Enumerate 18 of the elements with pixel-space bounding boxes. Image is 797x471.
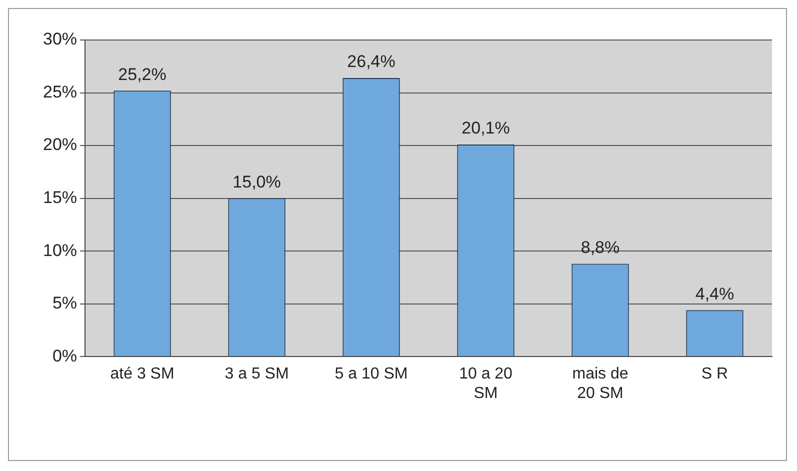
data-label: 25,2% [118, 64, 166, 84]
y-tick-label: 25% [42, 82, 78, 102]
x-tick-label: mais de 20 SM [572, 366, 628, 402]
y-tick-label: 10% [42, 240, 78, 260]
x-tick-label: 10 a 20 SM [459, 366, 513, 402]
x-tick-label: até 3 SM [110, 366, 174, 383]
x-tick-label: 5 a 10 SM [334, 366, 408, 383]
y-tick-label: 30% [42, 30, 78, 49]
y-tick-label: 0% [52, 346, 78, 366]
x-tick-label: 3 a 5 SM [224, 366, 289, 383]
x-tick-label: S R [701, 366, 728, 383]
data-label: 20,1% [462, 118, 510, 138]
data-label: 26,4% [347, 52, 396, 72]
y-tick-label: 15% [42, 188, 78, 207]
y-tick-label: 20% [42, 135, 78, 154]
data-label: 15,0% [232, 172, 281, 192]
data-label: 4,4% [695, 284, 734, 304]
y-tick-label: 5% [52, 294, 78, 313]
